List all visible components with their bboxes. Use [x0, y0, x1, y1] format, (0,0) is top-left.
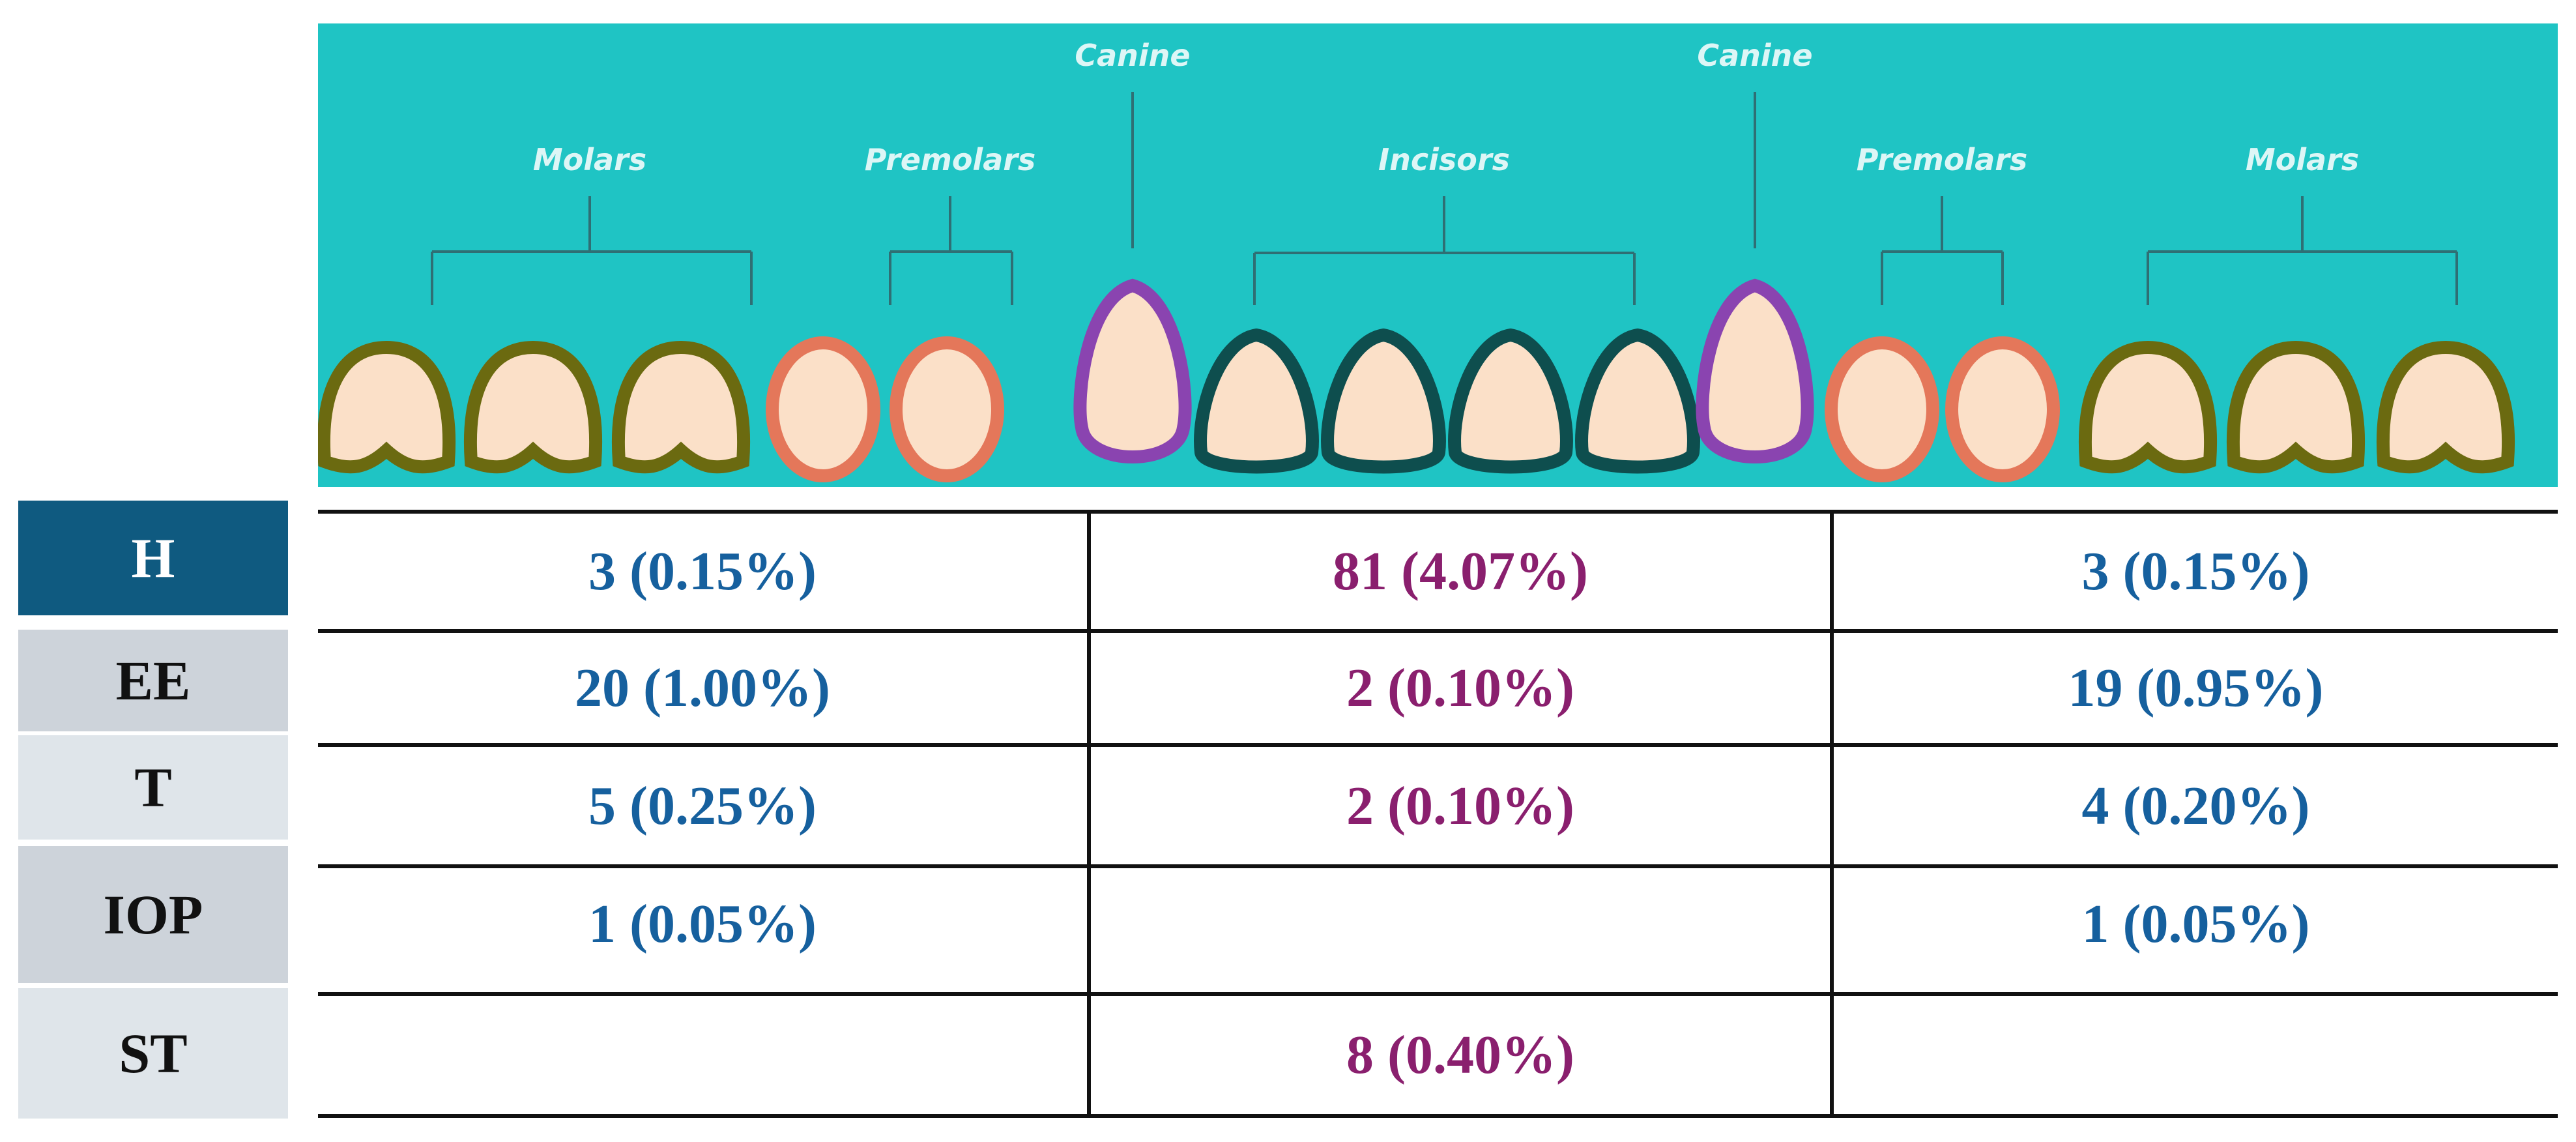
label-right-canine: Canine [1697, 38, 1812, 73]
tooth-left-canine [1073, 278, 1192, 463]
bracket-left-premolars [889, 196, 1013, 305]
table-divider-left [1087, 510, 1091, 1118]
cell-st-posterior-left [318, 996, 1087, 1114]
table-rule-4 [318, 992, 2558, 996]
table-divider-right [1830, 510, 1834, 1118]
cell-ee-posterior-left: 20 (1.00%) [575, 658, 830, 718]
label-incisors: Incisors [1378, 142, 1510, 177]
label-right-premolars: Premolars [1857, 142, 2028, 177]
table-rule-1 [318, 629, 2558, 633]
cell-iop-posterior-left: 1 (0.05%) [588, 893, 817, 954]
tooth-left-molar-2 [464, 340, 602, 474]
row-label-t-text: T [134, 756, 172, 819]
cell-h-posterior-left: 3 (0.15%) [588, 541, 817, 602]
cell-t-posterior-left: 5 (0.25%) [588, 775, 817, 836]
label-right-molars: Molars [2246, 142, 2359, 177]
cell-h-anterior: 81 (4.07%) [1333, 541, 1588, 602]
table-rule-bottom [318, 1114, 2558, 1118]
tooth-incisor-3 [1448, 328, 1573, 474]
row-label-ee: EE [18, 630, 288, 731]
row-label-st-text: ST [119, 1022, 188, 1085]
cell-ee-posterior-right: 19 (0.95%) [2068, 658, 2324, 718]
row-label-t: T [18, 735, 288, 840]
bracket-incisors [1253, 196, 1636, 305]
tooth-right-premolar-2 [1945, 336, 2060, 482]
table-rule-2 [318, 743, 2558, 747]
row-label-st: ST [18, 988, 288, 1119]
table-rule-top [318, 510, 2558, 514]
label-left-premolars: Premolars [865, 142, 1036, 177]
cell-iop-anterior [1091, 868, 1830, 979]
cell-h-posterior-right: 3 (0.15%) [2081, 541, 2310, 602]
cell-st-anterior: 8 (0.40%) [1346, 1025, 1574, 1085]
tooth-right-molar-2 [2227, 340, 2365, 474]
tooth-incisor-4 [1575, 328, 1700, 474]
table-rule-3 [318, 864, 2558, 868]
label-left-canine: Canine [1075, 38, 1190, 73]
row-label-iop-text: IOP [103, 883, 203, 946]
bracket-right-molars [2147, 196, 2458, 305]
label-left-molars: Molars [533, 142, 646, 177]
cell-st-posterior-right [1834, 996, 2558, 1114]
row-label-iop: IOP [18, 846, 288, 983]
cell-iop-posterior-right: 1 (0.05%) [2081, 893, 2310, 954]
tooth-incisor-2 [1321, 328, 1446, 474]
row-label-ee-text: EE [115, 649, 191, 712]
tooth-right-canine [1696, 278, 1814, 463]
tooth-left-premolar-2 [766, 336, 880, 482]
tooth-right-molar-1 [2079, 340, 2217, 474]
dental-arch-diagram: Molars Premolars Canine Incisors Canine … [318, 23, 2558, 487]
cell-ee-anterior: 2 (0.10%) [1346, 658, 1574, 718]
tooth-left-premolar-1 [890, 336, 1004, 482]
cell-t-anterior: 2 (0.10%) [1346, 775, 1574, 836]
cell-t-posterior-right: 4 (0.20%) [2081, 775, 2310, 836]
tooth-left-molar-3 [318, 340, 456, 474]
tooth-left-molar-1 [612, 340, 750, 474]
row-label-h: H [18, 501, 288, 615]
tooth-right-premolar-1 [1825, 336, 1939, 482]
bracket-right-premolars [1881, 196, 2004, 305]
group-brackets [431, 92, 2458, 305]
tooth-incisor-1 [1194, 328, 1319, 474]
row-label-h-text: H [131, 527, 175, 589]
bracket-left-molars [431, 196, 753, 305]
teeth-row [318, 278, 2515, 482]
tooth-right-molar-3 [2377, 340, 2515, 474]
